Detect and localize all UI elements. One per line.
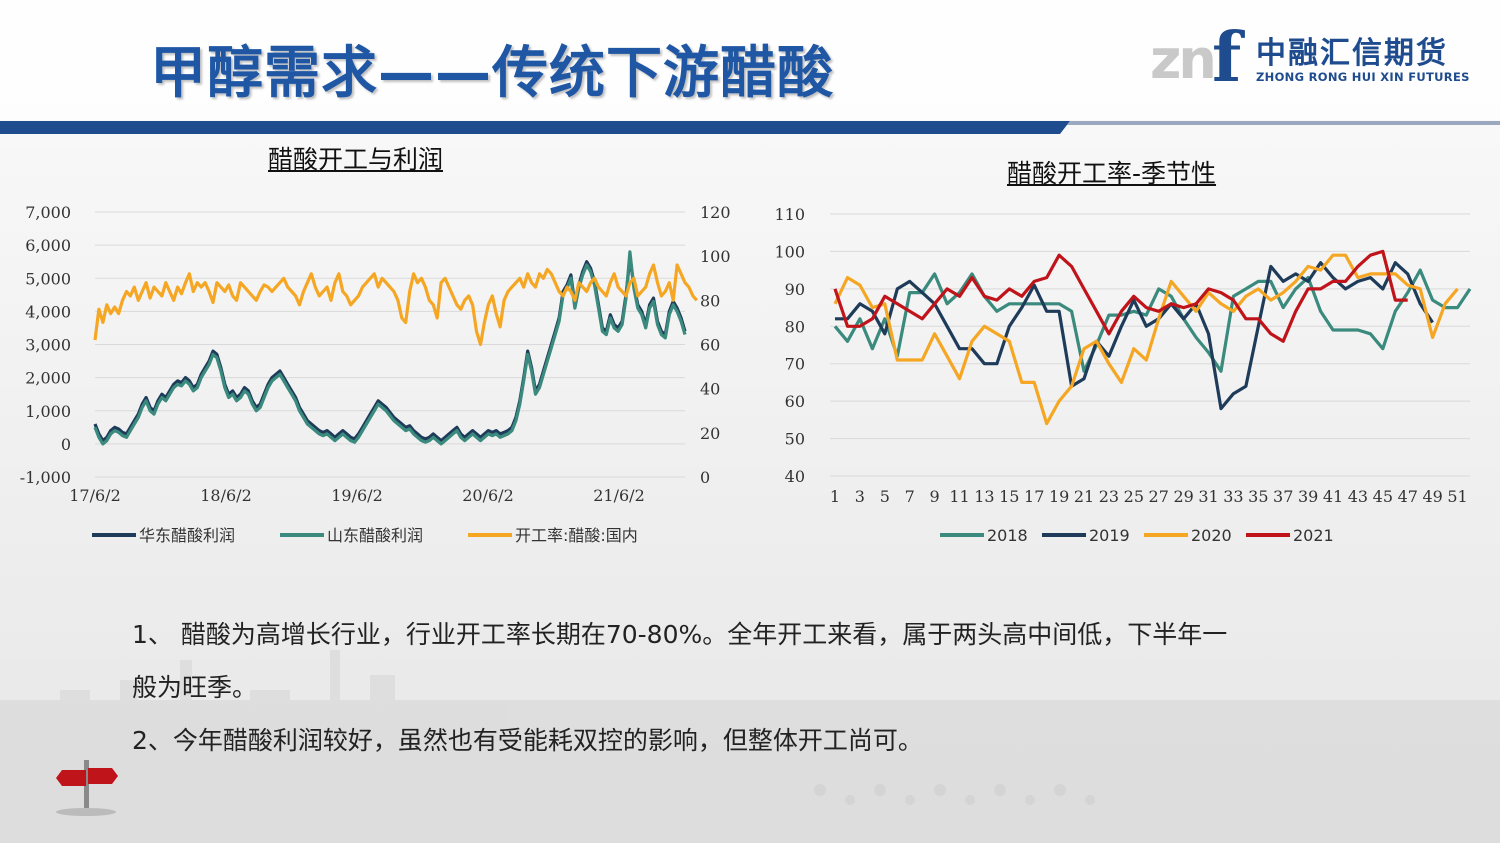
right-y-tick-label: 40 xyxy=(700,380,720,399)
series-line-华东醋酸利润 xyxy=(93,256,687,443)
x-tick-label: 21 xyxy=(1074,487,1094,506)
left-y-tick-label: 7,000 xyxy=(25,203,71,222)
left-y-tick-label: 1,000 xyxy=(25,402,71,421)
x-tick-label: 23 xyxy=(1099,487,1119,506)
left-y-tick-label: 6,000 xyxy=(25,236,71,255)
x-tick-label: 15 xyxy=(999,487,1019,506)
x-tick-label: 17 xyxy=(1024,487,1044,506)
y-tick-label: 110 xyxy=(774,205,805,224)
legend-label: 2019 xyxy=(1089,526,1130,545)
right-y-tick-label: 100 xyxy=(700,247,731,266)
x-tick-label: 9 xyxy=(930,487,940,506)
series-line-开工率:醋酸:国内 xyxy=(93,263,698,347)
right-y-tick-label: 60 xyxy=(700,336,720,355)
right-y-tick-label: 20 xyxy=(700,424,720,443)
left-y-tick-label: -1,000 xyxy=(20,468,71,487)
legend-label: 开工率:醋酸:国内 xyxy=(515,526,638,545)
logo-name-en: ZHONG RONG HUI XIN FUTURES xyxy=(1256,70,1470,84)
y-tick-label: 100 xyxy=(774,242,805,261)
legend-label: 2018 xyxy=(987,526,1028,545)
left-y-tick-label: 0 xyxy=(61,435,71,454)
signpost-icon xyxy=(56,760,118,816)
paragraph-3: 2、今年醋酸利润较好，虽然也有受能耗双控的影响，但整体开工尚可。 xyxy=(132,726,923,755)
paragraph-2: 般为旺季。 xyxy=(132,673,258,702)
x-tick-label: 47 xyxy=(1398,487,1418,506)
x-tick-label: 11 xyxy=(949,487,969,506)
paragraph-1: 1、 醋酸为高增长行业，行业开工率长期在70-80%。全年开工来看，属于两头高中… xyxy=(132,620,1228,649)
x-tick-label: 19 xyxy=(1049,487,1069,506)
x-tick-label: 51 xyxy=(1447,487,1467,506)
y-tick-label: 80 xyxy=(785,317,805,336)
y-tick-label: 40 xyxy=(785,467,805,486)
y-tick-label: 50 xyxy=(785,430,805,449)
legend-label: 2021 xyxy=(1293,526,1334,545)
x-tick-label: 31 xyxy=(1198,487,1218,506)
y-tick-label: 60 xyxy=(785,392,805,411)
profit-and-utilization-chart: -1,000 0 1,000 2,000 3,000 4,000 5,000 6,000 7,0… xyxy=(20,203,731,545)
x-tick-label: 7 xyxy=(905,487,915,506)
right-y-tick-label: 0 xyxy=(700,468,710,487)
slide-title: 甲醇需求——传统下游醋酸 xyxy=(150,41,834,106)
legend-label: 山东醋酸利润 xyxy=(327,526,423,545)
x-tick-label: 29 xyxy=(1173,487,1193,506)
left-y-tick-label: 4,000 xyxy=(25,302,71,321)
x-tick-label: 35 xyxy=(1248,487,1268,506)
left-y-tick-label: 2,000 xyxy=(25,369,71,388)
x-tick-label: 20/6/2 xyxy=(462,486,514,505)
x-tick-label: 37 xyxy=(1273,487,1293,506)
x-tick-label: 19/6/2 xyxy=(331,486,383,505)
company-logo: zn f 中融汇信期货 ZHONG RONG HUI XIN FUTURES xyxy=(1150,18,1470,98)
x-tick-label: 27 xyxy=(1149,487,1169,506)
left-y-tick-label: 5,000 xyxy=(25,269,71,288)
x-tick-label: 18/6/2 xyxy=(200,486,252,505)
logo-mark-zn: zn xyxy=(1150,28,1217,91)
x-tick-label: 3 xyxy=(855,487,865,506)
y-tick-label: 70 xyxy=(785,355,805,374)
x-tick-label: 25 xyxy=(1124,487,1144,506)
legend-label: 华东醋酸利润 xyxy=(139,526,235,545)
x-tick-label: 1 xyxy=(830,487,840,506)
legend-label: 2020 xyxy=(1191,526,1232,545)
x-tick-label: 17/6/2 xyxy=(69,486,121,505)
x-tick-label: 21/6/2 xyxy=(593,486,645,505)
right-y-tick-label: 80 xyxy=(700,291,720,310)
x-tick-label: 33 xyxy=(1223,487,1243,506)
right-y-tick-label: 120 xyxy=(700,203,731,222)
series-line-2018 xyxy=(833,268,1472,373)
x-tick-label: 5 xyxy=(880,487,890,506)
series-line-2021 xyxy=(833,249,1408,343)
x-tick-label: 49 xyxy=(1422,487,1442,506)
x-tick-label: 43 xyxy=(1348,487,1368,506)
left-chart-title: 醋酸开工与利润 xyxy=(268,145,444,174)
series-line-山东醋酸利润 xyxy=(93,250,687,446)
x-tick-label: 45 xyxy=(1373,487,1393,506)
x-tick-label: 41 xyxy=(1323,487,1343,506)
logo-mark-f: f xyxy=(1212,18,1242,98)
left-y-tick-label: 3,000 xyxy=(25,336,71,355)
x-tick-label: 39 xyxy=(1298,487,1318,506)
series-line-2019 xyxy=(835,261,1434,411)
x-tick-label: 13 xyxy=(974,487,994,506)
logo-name-cn: 中融汇信期货 xyxy=(1256,36,1448,71)
y-tick-label: 90 xyxy=(785,280,805,299)
right-chart-title: 醋酸开工率-季节性 xyxy=(1007,159,1217,188)
